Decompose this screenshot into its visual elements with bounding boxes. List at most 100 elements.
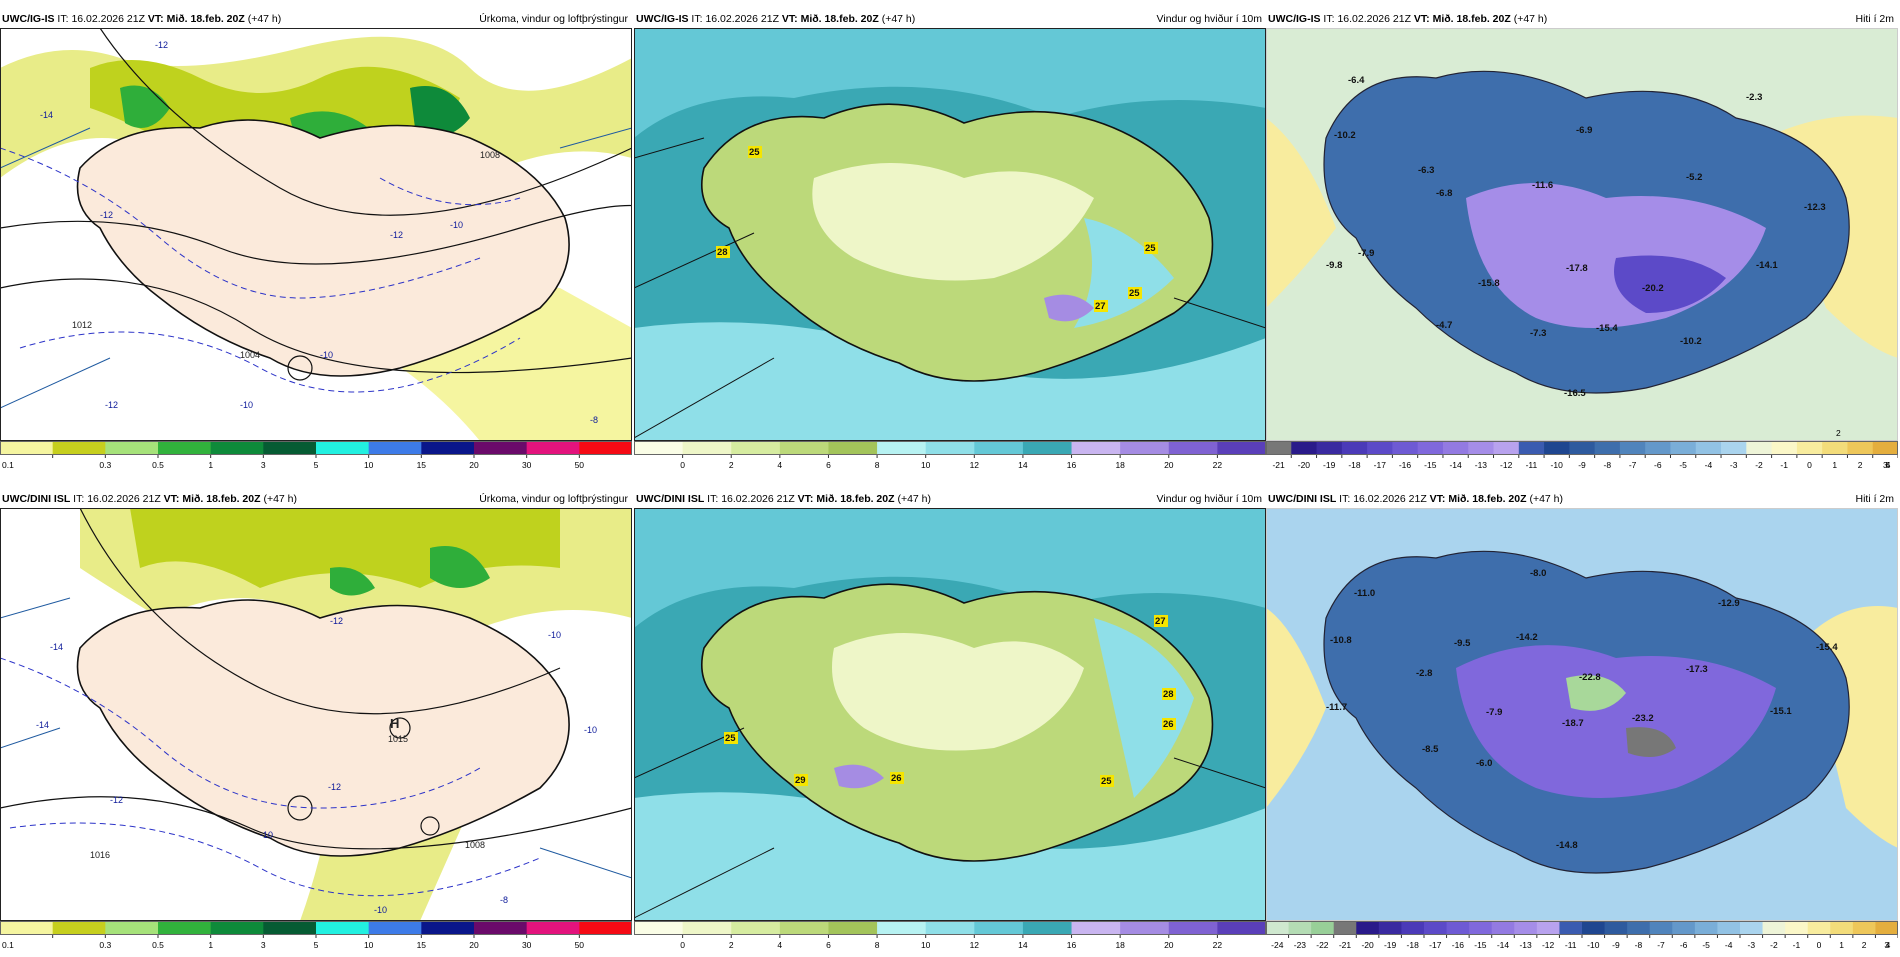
isotherm-label: -8 [500, 895, 508, 905]
colorbar-swatch [1762, 921, 1786, 935]
isotherm [0, 657, 481, 809]
grid-line [539, 847, 632, 879]
colorbar-svg: 0 2 4 6 8 10 12 14 16 18 20 22 [634, 441, 1266, 470]
isotherm [0, 147, 481, 299]
temp-area-coldest [1626, 727, 1676, 757]
colorbar-tick-label: -19 [1384, 940, 1397, 950]
colorbar-tick-label: -14 [1497, 940, 1510, 950]
gust-label: 27 [1155, 616, 1166, 627]
colorbar-tick-label: -3 [1730, 460, 1738, 470]
colorbar-swatch [1785, 921, 1809, 935]
map-frame [634, 508, 1266, 921]
colorbar-swatch [1721, 441, 1747, 455]
colorbar-tick-label: 2 [729, 460, 734, 470]
temp-value: -9.5 [1454, 638, 1471, 649]
gust-badge [748, 146, 762, 158]
panel-title: Úrkoma, vindur og loftþrýstingur [479, 493, 628, 505]
gust-label: 25 [1145, 243, 1156, 254]
gust-badge [1162, 718, 1176, 730]
colorbar-tick-label: 14 [1018, 460, 1028, 470]
colorbar-tick-label: 2 [1858, 460, 1863, 470]
temp-value: -8.0 [1530, 568, 1546, 579]
colorbar-swatch [1266, 921, 1290, 935]
colorbar-tick-label: -7 [1629, 460, 1637, 470]
grid-line [634, 357, 775, 439]
colorbar-swatch [1852, 921, 1876, 935]
precip-map-svg: H 1015 1016 1008 -14 -14 -12 -12 -10 -10… [0, 508, 632, 921]
model-name: UWC/DINI ISL [2, 493, 71, 505]
init-time: 16.02.2026 21Z [1353, 493, 1427, 505]
colorbar-swatch [634, 441, 684, 455]
colorbar-tick-label: 10 [921, 460, 931, 470]
valid-time-label: VT: [147, 13, 164, 25]
colorbar-svg: -21 -20 -19 -18 -17 -16 -15 -14 -13 -12 -11 -10 -9 -8… [1266, 441, 1898, 470]
high-pressure-label: H [390, 716, 399, 731]
temp-value: -17.8 [1566, 263, 1588, 274]
isotherm-label: -14 [50, 642, 63, 652]
temp-value: -4.7 [1436, 320, 1452, 331]
precip-map-svg: 1012 1004 1008 -12 -14 -12 -10 -12 -10 -… [0, 28, 632, 441]
valid-time-label: VT: [797, 493, 814, 505]
colorbar-tick-label: 8 [875, 940, 880, 950]
colorbar-tick-label: -20 [1298, 460, 1311, 470]
colorbar-tick-label: -1 [1780, 460, 1788, 470]
grid-line [559, 127, 632, 149]
colorbar-tick-label: 0 [1807, 460, 1812, 470]
colorbar-tick-label: -18 [1407, 940, 1420, 950]
panel-dini-wind: UWC/DINI ISL IT: 16.02.2026 21Z VT: Mið.… [634, 490, 1266, 957]
isotherm-label: -10 [584, 725, 597, 735]
grid-line [1173, 757, 1266, 789]
valid-time: Mið. 18.feb. 20Z [182, 493, 261, 505]
colorbar-swatch [0, 441, 54, 455]
colorbar-swatch [52, 441, 106, 455]
valid-time-label: VT: [163, 493, 180, 505]
isobar [389, 717, 411, 739]
colorbar-swatch [1518, 441, 1545, 455]
colorbar-tick-label: 50 [575, 940, 585, 950]
wind-map-svg: 27 25 28 26 29 26 25 [634, 508, 1266, 921]
map-frame [634, 28, 1266, 441]
valid-time-label: VT: [1413, 13, 1430, 25]
colorbar-tick-label: 30 [522, 460, 532, 470]
colorbar-swatch [263, 921, 317, 935]
colorbar-tick-label: 4 [777, 940, 782, 950]
iceland-outline [76, 599, 570, 857]
init-time: 16.02.2026 21Z [1337, 13, 1411, 25]
model-name: UWC/DINI ISL [1268, 493, 1337, 505]
valid-time: Mið. 18.feb. 20Z [800, 13, 879, 25]
colorbar-swatch [316, 441, 370, 455]
colorbar-tick-label: 5 [314, 940, 319, 950]
colorbar-swatch [682, 921, 732, 935]
model-name: UWC/DINI ISL [636, 493, 705, 505]
panel-ig-temp: UWC/IG-IS IT: 16.02.2026 21Z VT: Mið. 18… [1266, 10, 1898, 477]
gust-badge [716, 246, 730, 258]
colorbar-tick-label: 15 [417, 460, 427, 470]
colorbar-swatch [1645, 441, 1671, 455]
lead-time: (+47 h) [897, 493, 932, 505]
colorbar-swatch [1316, 441, 1343, 455]
colorbar-swatch [1493, 441, 1520, 455]
gust-badge [890, 772, 904, 784]
temp-value: -11.0 [1354, 588, 1375, 599]
precip-map: 1012 1004 1008 -12 -14 -12 -10 -12 -10 -… [0, 28, 632, 441]
grid-line [634, 232, 755, 289]
colorbar-temp: -24 -23 -22 -21 -20 -19 -18 -17 -16 -15 -14 -13 -12-… [1266, 921, 1898, 957]
valid-time: Mið. 18.feb. 20Z [1448, 493, 1527, 505]
colorbar-tick-label: -17 [1374, 460, 1387, 470]
panel-header: UWC/IG-IS IT: 16.02.2026 21Z VT: Mið. 18… [0, 10, 632, 28]
colorbar-tick-label: 8 [875, 460, 880, 470]
temp-value: -6.4 [1348, 75, 1365, 86]
colorbar-swatch [158, 921, 212, 935]
colorbar-tick-label: 14 [1018, 940, 1028, 950]
temp-value: -10.2 [1334, 130, 1356, 141]
gust-label: 25 [749, 147, 760, 158]
colorbar-tick-label: -13 [1519, 940, 1532, 950]
isobar [420, 816, 440, 836]
colorbar-tick-label: -3 [1748, 940, 1756, 950]
colorbar-swatch [263, 441, 317, 455]
temp-value: -14.8 [1556, 840, 1578, 851]
colorbar-tick-label: -9 [1578, 460, 1586, 470]
colorbar-tick-label: 1 [208, 940, 213, 950]
colorbar-tick-label: 1 [1832, 460, 1837, 470]
valid-time-label: VT: [781, 13, 798, 25]
